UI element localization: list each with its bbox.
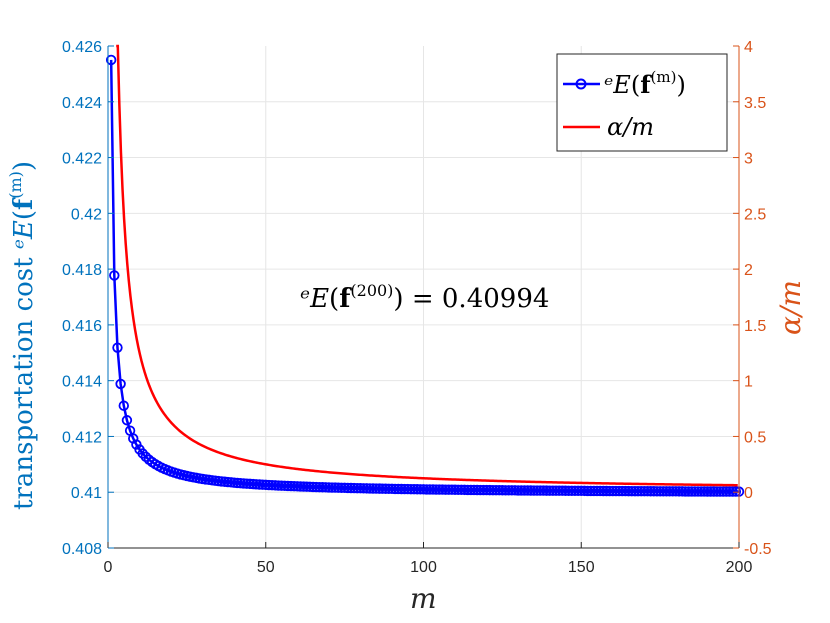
y-axis-right-label: α/m xyxy=(774,280,807,335)
annotation-text: ᵉE(f(200)) = 0.40994 xyxy=(300,281,549,314)
y-left-tick-label: 0.412 xyxy=(62,429,102,446)
legend-cost-sup: (m) xyxy=(651,68,677,86)
x-tick-label: 50 xyxy=(257,559,275,576)
series-layer xyxy=(105,44,745,497)
series-line-alpha-over-m xyxy=(116,44,738,487)
legend-label-cost: ᵉE(f(m)) xyxy=(604,68,686,99)
y-left-tick-label: 0.422 xyxy=(62,151,102,168)
y-right-tick-label: 3.5 xyxy=(744,95,766,112)
y-left-tick-label: 0.418 xyxy=(62,262,102,279)
x-tick-label: 0 xyxy=(104,559,113,576)
legend-box xyxy=(556,53,728,152)
annotation-bold: f xyxy=(339,284,352,314)
y-left-label-sup: (m) xyxy=(6,171,25,199)
legend-cost-math-c: ᵉE xyxy=(604,71,631,99)
data-point-transport-cost xyxy=(115,378,126,390)
y-right-tick-label: 2 xyxy=(744,262,753,279)
y-left-label-prefix: transportation cost xyxy=(9,249,39,510)
x-tick-label: 150 xyxy=(568,559,595,576)
legend: ᵉE(f(m)) α/m xyxy=(556,53,728,152)
y-left-tick-label: 0.41 xyxy=(71,485,102,502)
data-point-transport-cost xyxy=(730,486,742,497)
y-left-label-math-c: ᵉE xyxy=(9,220,39,249)
ticks: 0 50 100 150 200 0.408 0.41 0.412 0.414 0.416 0.41… xyxy=(62,39,772,576)
y-left-tick-label: 0.414 xyxy=(62,374,102,391)
y-left-label-open: ( xyxy=(9,210,39,220)
legend-cost-close: ) xyxy=(676,71,685,99)
annotation-math-c: ᵉE xyxy=(300,284,329,314)
annotation-sup: (200) xyxy=(350,281,393,300)
legend-cost-open: ( xyxy=(631,71,640,99)
data-point-transport-cost xyxy=(121,415,133,426)
y-right-tick-label: 0.5 xyxy=(744,429,766,446)
y-left-tick-label: 0.424 xyxy=(62,95,102,112)
y-right-tick-label: 4 xyxy=(744,39,753,56)
legend-label-alpha: α/m xyxy=(607,113,654,141)
y-left-tick-label: 0.416 xyxy=(62,318,102,335)
x-tick-label: 100 xyxy=(410,559,437,576)
x-axis-label: m xyxy=(410,582,437,615)
data-point-transport-cost xyxy=(140,451,152,463)
y-right-tick-label: 0 xyxy=(744,485,753,502)
data-point-transport-cost xyxy=(105,54,117,66)
y-right-tick-label: -0.5 xyxy=(744,541,772,558)
y-left-tick-label: 0.42 xyxy=(71,206,102,223)
legend-cost-bold: f xyxy=(640,70,652,99)
y-right-tick-label: 2.5 xyxy=(744,206,766,223)
data-point-transport-cost xyxy=(112,342,123,353)
legend-marker-cost xyxy=(575,78,587,90)
annotation-eq: = 0.40994 xyxy=(404,284,550,314)
data-point-transport-cost xyxy=(109,270,120,281)
y-left-tick-label: 0.408 xyxy=(62,541,102,558)
y-left-tick-label: 0.426 xyxy=(62,39,102,56)
annotation-open: ( xyxy=(329,284,339,314)
data-point-transport-cost xyxy=(118,400,129,411)
data-point-transport-cost xyxy=(727,486,738,497)
y-axis-left-label: transportation cost ᵉE(f(m)) xyxy=(6,161,39,510)
y-left-label-close: ) xyxy=(9,161,39,171)
y-right-tick-label: 1.5 xyxy=(744,318,766,335)
y-right-tick-label: 1 xyxy=(744,374,753,391)
annotation-close: ) xyxy=(393,284,403,314)
y-left-label-bold: f xyxy=(9,197,39,210)
x-tick-label: 200 xyxy=(726,559,753,576)
y-right-tick-label: 3 xyxy=(744,151,753,168)
